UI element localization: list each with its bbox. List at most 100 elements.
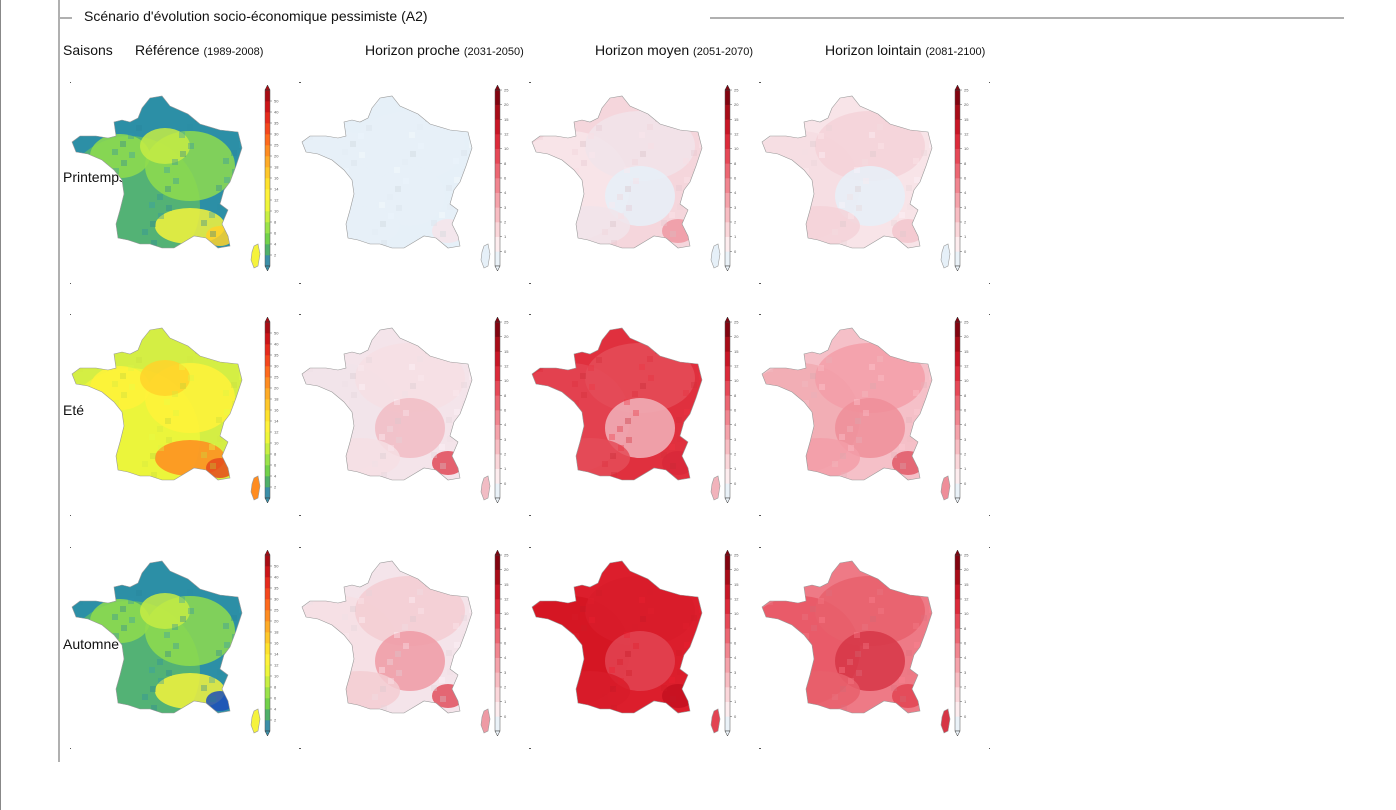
scale-tick-label: 3	[734, 437, 737, 442]
header-reference-period: (1989-2008)	[203, 46, 264, 58]
scale-tick-label: 8	[504, 626, 507, 631]
scale-tick-label: 15	[504, 582, 509, 587]
scale-tick-label: 1	[734, 234, 737, 239]
scale-tick-label: 2	[504, 220, 507, 225]
scale-tick-label: 25	[274, 143, 279, 148]
scale-tick-label: 20	[504, 567, 509, 572]
scale-tick-label: 15	[964, 582, 969, 587]
scale-tick-label: 15	[734, 582, 739, 587]
scale-tick-label: 18	[274, 165, 279, 170]
scale-tick-label: 2	[734, 685, 737, 690]
scale-tick-label: 8	[964, 626, 967, 631]
scale-tick-label: 1	[504, 699, 507, 704]
scale-tick-label: 12	[274, 198, 279, 203]
header-horizon-moyen-period: (2051-2070)	[693, 46, 753, 58]
header-horizon-moyen: Horizon moyen (2051-2070)	[595, 42, 753, 58]
season-label-printemps: Printemps	[63, 169, 127, 185]
map-panel: 0 1 2 3 4 6 8 10 12 15 20 25	[300, 82, 530, 308]
scale-tick-label: 8	[734, 393, 737, 398]
scale-tick-label: 25	[734, 553, 739, 558]
scale-tick-label: 10	[504, 146, 509, 151]
scale-tick-label: 4	[964, 655, 967, 660]
season-label-ete: Eté	[63, 402, 85, 418]
scale-tick-label: 25	[504, 553, 509, 558]
scale-tick-label: 8	[734, 626, 737, 631]
scale-tick-label: 16	[274, 641, 279, 646]
scale-tick-label: 15	[964, 349, 969, 354]
scale-tick-label: 2	[504, 452, 507, 457]
scale-tick-label: 25	[964, 553, 969, 558]
scale-tick-label: 16	[274, 176, 279, 181]
scale-tick-label: 4	[504, 655, 507, 660]
scale-tick-label: 4	[964, 422, 967, 427]
scale-tick-label: 15	[504, 349, 509, 354]
scale-tick-label: 4	[504, 190, 507, 195]
scale-tick-label: 25	[734, 88, 739, 93]
scale-tick-label: 50	[274, 99, 279, 104]
map-panel: 2 4 6 8 10 12 14 16 18 20 25 30 35 40 50	[70, 547, 300, 773]
header-reference: Référence (1989-2008)	[135, 42, 263, 58]
scale-tick-label: 6	[274, 231, 277, 236]
scale-tick-label: 40	[274, 110, 279, 115]
scale-tick-label: 1	[504, 466, 507, 471]
scale-tick-label: 8	[504, 161, 507, 166]
scale-tick-label: 15	[964, 117, 969, 122]
scale-tick-label: 6	[274, 696, 277, 701]
scale-tick-label: 14	[274, 187, 279, 192]
scale-tick-label: 6	[964, 408, 967, 413]
scale-tick-label: 35	[274, 121, 279, 126]
scale-tick-label: 2	[274, 718, 277, 723]
scale-tick-label: 40	[274, 575, 279, 580]
scale-tick-label: 6	[504, 641, 507, 646]
scale-tick-label: 4	[964, 190, 967, 195]
scale-tick-label: 2	[734, 220, 737, 225]
header-horizon-proche-title: Horizon proche	[365, 42, 460, 58]
scale-tick-label: 25	[274, 375, 279, 380]
scale-tick-label: 0	[964, 249, 967, 254]
scale-tick-label: 30	[274, 364, 279, 369]
scale-tick-label: 35	[274, 353, 279, 358]
scale-tick-label: 10	[504, 611, 509, 616]
header-horizon-lointain-period: (2081-2100)	[925, 46, 986, 58]
scale-tick-label: 25	[964, 320, 969, 325]
season-label-automne: Automne	[63, 636, 120, 652]
scale-tick-label: 25	[504, 320, 509, 325]
scale-tick-label: 15	[734, 349, 739, 354]
scale-tick-label: 6	[504, 176, 507, 181]
scale-tick-label: 10	[734, 611, 739, 616]
scale-tick-label: 3	[964, 437, 967, 442]
scale-tick-label: 4	[274, 474, 277, 479]
scale-tick-label: 6	[964, 641, 967, 646]
scale-tick-label: 10	[964, 378, 969, 383]
scale-tick-label: 8	[274, 452, 277, 457]
scale-tick-label: 25	[964, 88, 969, 93]
scale-tick-label: 12	[274, 430, 279, 435]
scale-tick-label: 2	[964, 220, 967, 225]
scale-tick-label: 0	[734, 481, 737, 486]
scale-tick-label: 0	[504, 714, 507, 719]
scale-tick-label: 14	[274, 419, 279, 424]
scale-tick-label: 0	[964, 481, 967, 486]
map-panel: 0 1 2 3 4 6 8 10 12 15 20 25	[760, 547, 990, 773]
fieldset-legend: Scénario d'évolution socio-économique pe…	[84, 8, 428, 24]
scale-tick-label: 6	[734, 176, 737, 181]
scale-tick-label: 3	[504, 205, 507, 210]
scale-tick-label: 0	[504, 481, 507, 486]
scale-tick-label: 1	[964, 466, 967, 471]
map-panel: 0 1 2 3 4 6 8 10 12 15 20 25	[300, 314, 530, 540]
scale-tick-label: 10	[964, 611, 969, 616]
scale-tick-label: 12	[964, 597, 969, 602]
scale-tick-label: 0	[734, 249, 737, 254]
scale-tick-label: 4	[734, 190, 737, 195]
scale-tick-label: 20	[274, 619, 279, 624]
scale-tick-label: 14	[274, 652, 279, 657]
